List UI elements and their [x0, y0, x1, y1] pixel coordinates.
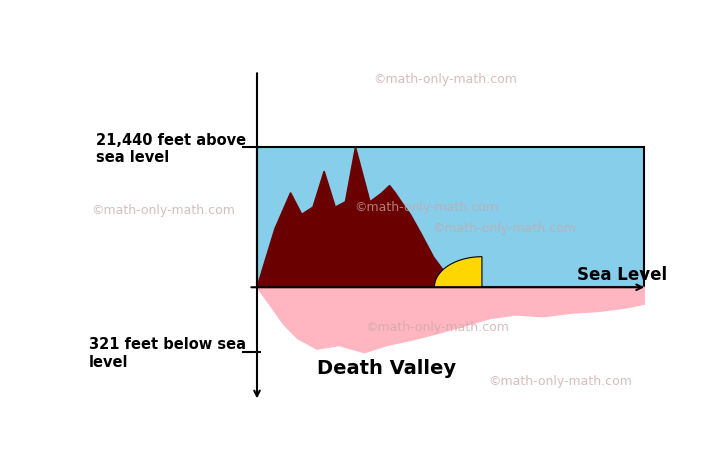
Polygon shape: [257, 287, 644, 353]
Text: 321 feet below sea
level: 321 feet below sea level: [89, 337, 245, 370]
Polygon shape: [257, 147, 482, 287]
Text: 21,440 feet above
sea level: 21,440 feet above sea level: [96, 133, 245, 165]
Polygon shape: [435, 257, 482, 287]
Text: ©math-only-math.com: ©math-only-math.com: [365, 321, 509, 334]
Text: ©math-only-math.com: ©math-only-math.com: [432, 222, 576, 235]
Bar: [257, 147, 644, 287]
Text: ©math-only-math.com: ©math-only-math.com: [354, 200, 498, 213]
Text: ©math-only-math.com: ©math-only-math.com: [373, 73, 518, 86]
Text: ©math-only-math.com: ©math-only-math.com: [488, 375, 632, 388]
Text: ©math-only-math.com: ©math-only-math.com: [91, 204, 235, 217]
Text: Death Valley: Death Valley: [317, 360, 456, 378]
Text: Sea Level: Sea Level: [577, 266, 667, 283]
